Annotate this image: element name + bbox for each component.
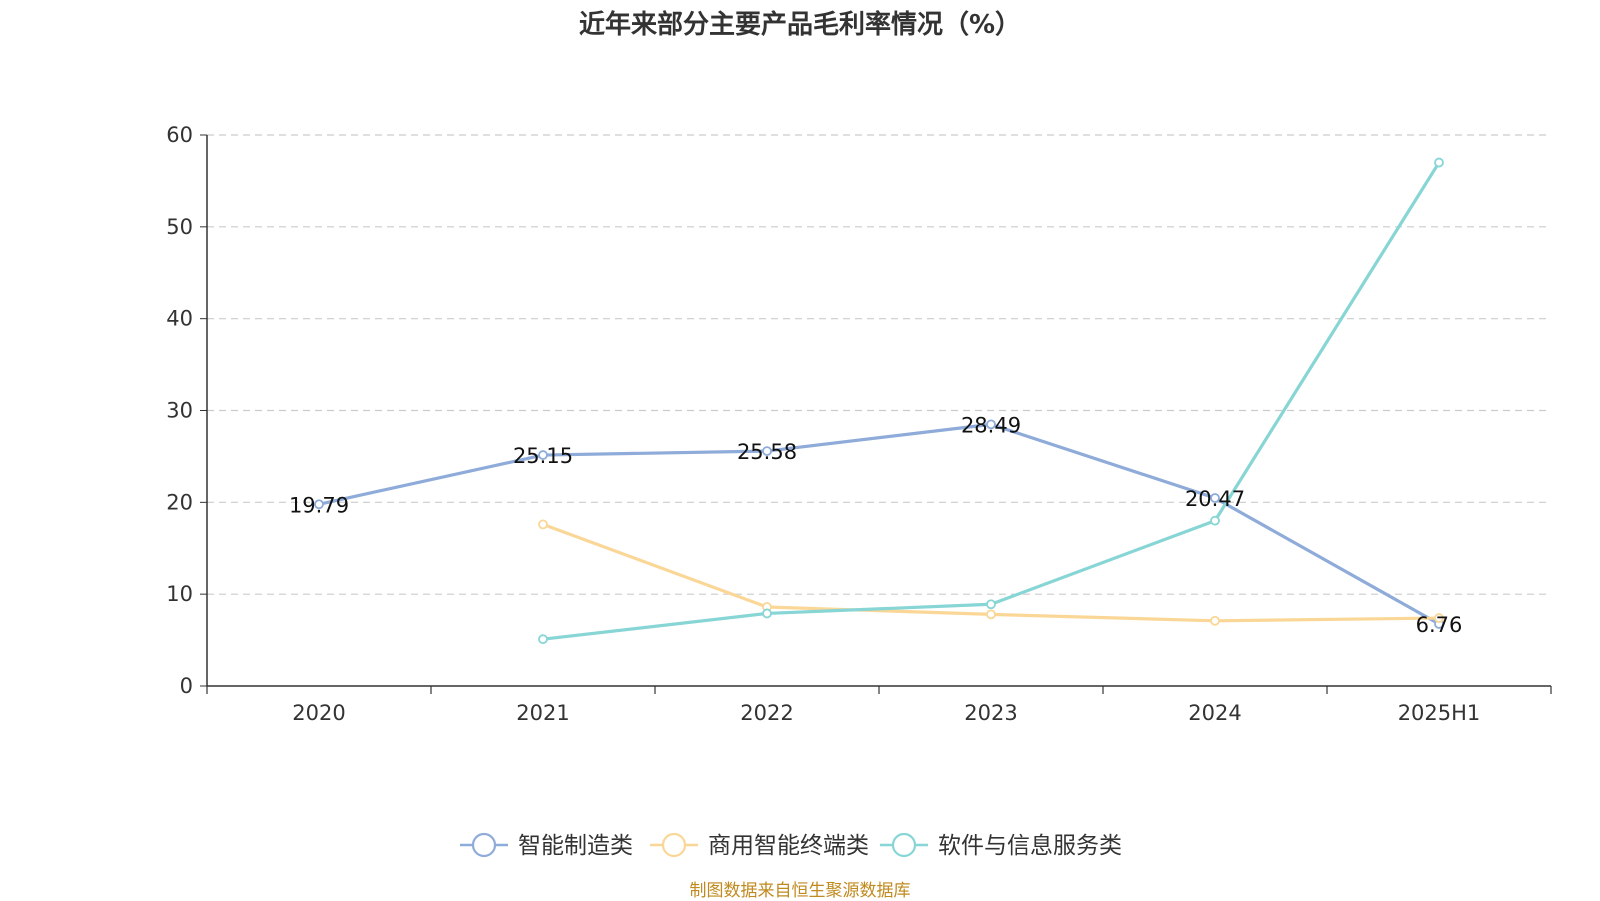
y-tick-label: 0 bbox=[180, 674, 193, 698]
legend-label: 智能制造类 bbox=[518, 833, 633, 859]
data-point bbox=[1210, 515, 1220, 526]
grid-lines bbox=[207, 134, 1551, 595]
data-point bbox=[538, 450, 548, 460]
series-line bbox=[542, 161, 1441, 641]
data-labels: 19.79 25.15 25.58 28.49 20.47 6.76 bbox=[289, 413, 1462, 637]
data-point bbox=[314, 499, 324, 510]
data-point bbox=[762, 446, 772, 456]
legend-circle-icon bbox=[471, 832, 497, 858]
source-note: 制图数据来自恒生聚源数据库 bbox=[689, 881, 911, 901]
y-tick-label: 20 bbox=[166, 490, 193, 514]
x-tick-label: 2022 bbox=[740, 701, 793, 725]
series-line bbox=[318, 422, 1440, 626]
x-tick-label: 2023 bbox=[964, 701, 1017, 725]
chart-title: 近年来部分主要产品毛利率情况（%） bbox=[578, 10, 1022, 40]
data-label: 28.49 bbox=[961, 413, 1021, 437]
legend: 智能制造类 商用智能终端类 软件与信息服务类 bbox=[460, 832, 1122, 859]
data-label: 25.58 bbox=[737, 440, 797, 464]
x-tick-label: 2024 bbox=[1188, 701, 1241, 725]
y-tick-label: 60 bbox=[166, 123, 193, 147]
data-label: 6.76 bbox=[1416, 613, 1463, 637]
data-point bbox=[762, 608, 772, 619]
data-point bbox=[538, 519, 548, 530]
data-label: 20.47 bbox=[1185, 487, 1245, 511]
y-tick-label: 30 bbox=[166, 399, 193, 423]
series-lines bbox=[314, 157, 1444, 645]
data-point bbox=[1210, 493, 1220, 503]
legend-item: 商用智能终端类 bbox=[650, 832, 869, 859]
legend-item: 智能制造类 bbox=[460, 832, 633, 859]
legend-circle-icon bbox=[661, 832, 687, 858]
data-point bbox=[1434, 157, 1444, 168]
axes: 0 10 20 30 40 50 60 2020 2021 2022 2023 2024 2025H1 bbox=[166, 123, 1552, 725]
data-label: 19.79 bbox=[289, 493, 349, 517]
x-tick-label: 2021 bbox=[516, 701, 569, 725]
x-tick-label: 2025H1 bbox=[1398, 701, 1481, 725]
data-point bbox=[1434, 613, 1444, 623]
data-point bbox=[986, 599, 996, 610]
y-tick-label: 10 bbox=[166, 582, 193, 606]
legend-circle-icon bbox=[891, 832, 917, 858]
data-point bbox=[986, 419, 996, 430]
data-point bbox=[538, 634, 548, 645]
data-label: 25.15 bbox=[513, 444, 573, 468]
x-tick-label: 2020 bbox=[292, 701, 345, 725]
data-point bbox=[986, 609, 996, 620]
legend-label: 软件与信息服务类 bbox=[938, 833, 1122, 859]
y-tick-label: 40 bbox=[166, 307, 193, 331]
legend-label: 商用智能终端类 bbox=[708, 833, 869, 859]
data-point bbox=[1210, 615, 1220, 626]
y-tick-label: 50 bbox=[166, 215, 193, 239]
legend-item: 软件与信息服务类 bbox=[880, 832, 1122, 859]
